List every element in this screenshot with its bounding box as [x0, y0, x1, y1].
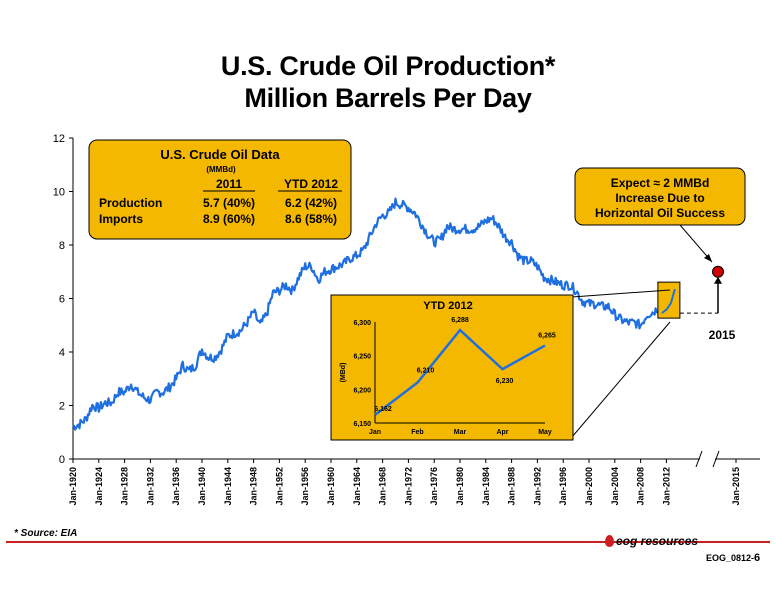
company-logo: eog resources	[605, 534, 698, 548]
inset-y-tick: 6,250	[353, 354, 371, 361]
info-row-2012: 8.6 (58%)	[285, 212, 337, 226]
production-series-line	[72, 197, 668, 431]
slide-code: EOG_0812-	[706, 553, 755, 563]
inset-data-label: 6,162	[374, 406, 392, 413]
axis-break-mark	[695, 450, 720, 468]
x-tick-label: Jan-1988	[507, 467, 517, 506]
chart-title-line1: U.S. Crude Oil Production*	[220, 51, 556, 81]
inset-x-tick: Jan	[369, 429, 381, 436]
inset-bg	[330, 294, 574, 441]
x-tick-label: Jan-1948	[249, 467, 259, 506]
x-tick-label: Jan-1992	[532, 467, 542, 506]
forecast-year-label: 2015	[709, 328, 736, 342]
info-box-bg	[88, 139, 352, 240]
y-tick-label: 10	[53, 187, 65, 199]
x-tick-label: Jan-1972	[403, 467, 413, 506]
callout-line-3: Horizontal Oil Success	[595, 206, 725, 220]
callout-line-1: Expect ≈ 2 MMBd	[611, 176, 710, 190]
ytd-highlight-line	[661, 288, 676, 314]
footer-rule	[6, 541, 770, 543]
x-tick-label: Jan-1996	[558, 467, 568, 506]
inset-y-tick: 6,300	[353, 320, 371, 327]
inset-data-label: 6,210	[417, 368, 435, 375]
y-tick-label: 8	[59, 240, 65, 252]
x-tick-label: Jan-1980	[455, 467, 465, 506]
inset-connector-top	[571, 289, 671, 298]
forecast-arrow-head	[714, 276, 722, 284]
callout-line-2: Increase Due to	[615, 191, 704, 205]
info-col1-header: 2011	[216, 177, 242, 191]
ytd-highlight-box	[657, 281, 681, 319]
drop-icon	[605, 535, 614, 547]
inset-title: YTD 2012	[423, 300, 473, 312]
inset-x-tick: May	[538, 429, 552, 436]
x-tick-label: Jan-1960	[326, 467, 336, 506]
info-col2-header: YTD 2012	[284, 177, 338, 191]
inset-series-line	[374, 328, 546, 416]
chart-title-line2: Million Barrels Per Day	[244, 83, 532, 113]
inset-chart: YTD 2012 6,150 6,200 6,250 6,300 (MBd) Jan Feb M…	[330, 289, 671, 441]
axes: 0 2 4 6 8 10 12 Jan-1920 Jan-1924 Jan-1928 Jan-193…	[53, 133, 760, 506]
x-tick-label: Jan-1940	[197, 467, 207, 506]
y-tick-label: 0	[59, 454, 65, 466]
info-row-label: Production	[99, 196, 162, 210]
slide-id: EOG_0812-6	[706, 552, 760, 564]
info-row-2012: 6.2 (42%)	[285, 196, 337, 210]
y-tick-label: 12	[53, 133, 65, 145]
x-tick-label: Jan-1944	[223, 467, 233, 506]
x-tick-label: Jan-1976	[429, 467, 439, 506]
series-group: 2015	[72, 197, 736, 431]
inset-x-tick: Feb	[411, 429, 423, 436]
x-tick-label: Jan-1936	[171, 467, 181, 506]
logo-text: eog resources	[616, 534, 699, 548]
inset-data-label: 6,230	[496, 378, 514, 385]
inset-y-label: (MBd)	[340, 363, 347, 383]
info-row-2011: 8.9 (60%)	[203, 212, 255, 226]
x-tick-label: Jan-1964	[352, 467, 362, 506]
callout-bg	[574, 167, 746, 226]
y-tick-label: 4	[59, 347, 65, 359]
x-tick-label: Jan-2000	[584, 467, 594, 506]
x-tick-label: Jan-1968	[378, 467, 388, 506]
y-tick-label: 6	[59, 294, 65, 306]
x-tick-label: Jan-1984	[481, 467, 491, 506]
info-row-label: Imports	[99, 212, 143, 226]
page-number: 6	[754, 552, 761, 564]
inset-connector-bottom	[571, 321, 671, 438]
x-tick-label: Jan-1932	[145, 467, 155, 506]
info-box-unit: (MMBd)	[206, 165, 236, 174]
inset-y-tick: 6,150	[353, 421, 371, 428]
callout-pointer-head	[704, 254, 712, 262]
inset-data-label: 6,265	[538, 333, 556, 340]
y-tick-label: 2	[59, 401, 65, 413]
info-row-2011: 5.7 (40%)	[203, 196, 255, 210]
x-tick-label: Jan-1956	[300, 467, 310, 506]
info-box: U.S. Crude Oil Data (MMBd) 2011 YTD 2012 Pro…	[88, 139, 352, 240]
inset-y-tick: 6,200	[353, 387, 371, 394]
inset-x-tick: Apr	[496, 429, 508, 436]
inset-x-tick: Mar	[454, 429, 467, 436]
x-tick-label: Jan-2008	[636, 467, 646, 506]
x-tick-label: Jan-2004	[610, 467, 620, 506]
x-tick-label: Jan-1924	[94, 467, 104, 506]
x-tick-label: Jan-1952	[274, 467, 284, 506]
forecast-marker	[712, 265, 724, 278]
x-tick-label: Jan-2015	[731, 467, 741, 506]
callout-pointer	[679, 224, 713, 263]
x-tick-label: Jan-1928	[120, 467, 130, 506]
info-box-title: U.S. Crude Oil Data	[160, 147, 280, 162]
x-tick-label: Jan-2012	[661, 467, 671, 506]
inset-data-label: 6,288	[451, 317, 469, 324]
x-tick-label: Jan-1920	[68, 467, 78, 506]
source-note: * Source: EIA	[14, 528, 78, 539]
